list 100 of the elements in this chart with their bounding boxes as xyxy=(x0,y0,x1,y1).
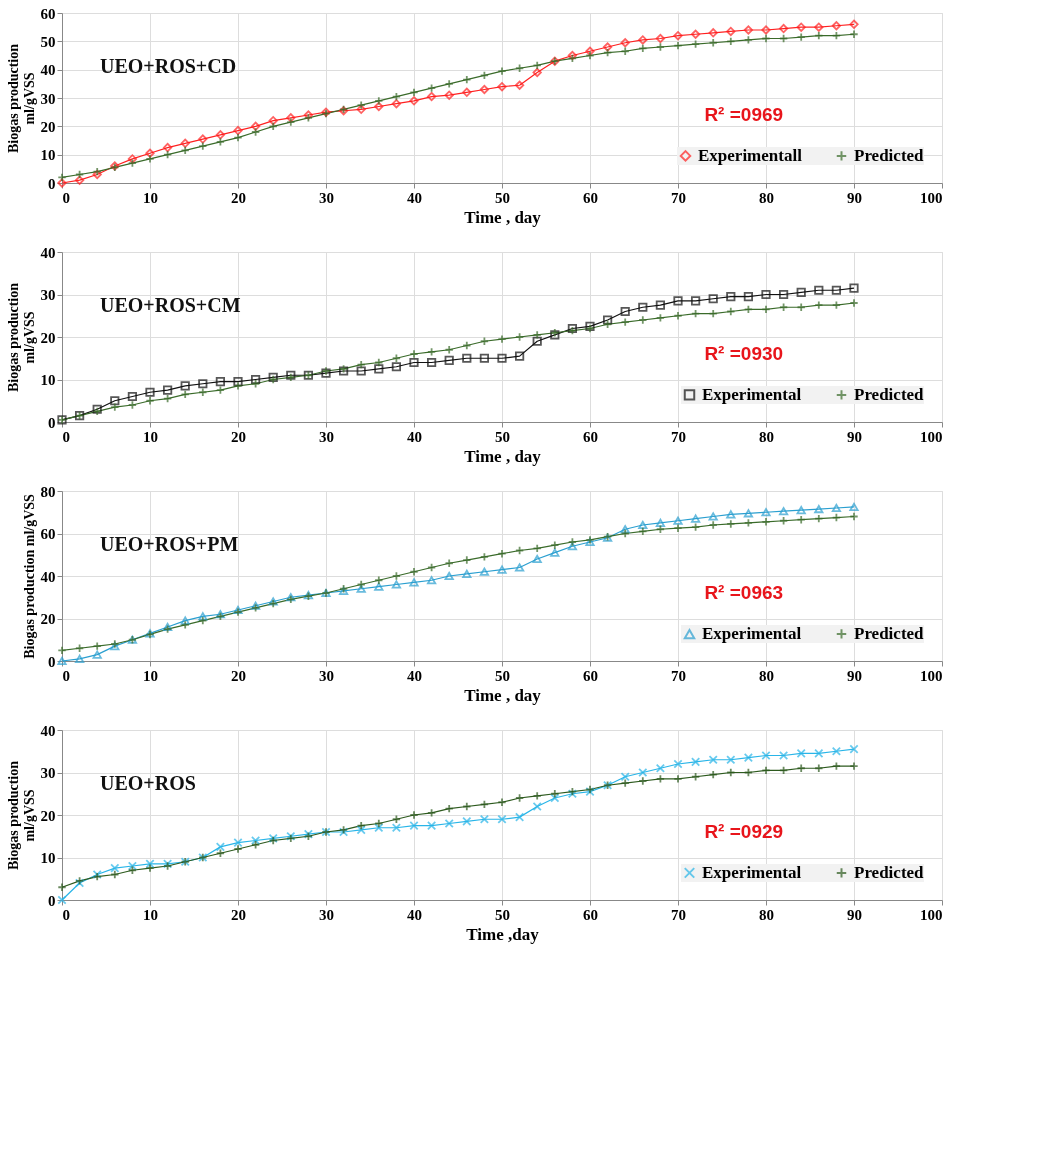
point xyxy=(814,31,824,41)
point xyxy=(250,835,261,846)
x-tick-label: 20 xyxy=(231,906,246,923)
point xyxy=(479,353,490,363)
x-tick-label: 30 xyxy=(319,667,334,684)
x-tick-label: 0 xyxy=(62,667,70,684)
point xyxy=(233,838,243,848)
point xyxy=(462,353,472,363)
point xyxy=(127,861,138,871)
x-tick-label: 100 xyxy=(920,428,943,445)
point xyxy=(514,563,525,572)
point xyxy=(110,396,120,406)
point xyxy=(743,509,754,518)
x-tick-label: 100 xyxy=(920,667,943,684)
point xyxy=(391,362,402,372)
point xyxy=(92,641,102,651)
point xyxy=(673,759,683,769)
y-tick-label: 40 xyxy=(40,568,56,585)
y-tick-label: 10 xyxy=(40,372,56,388)
legend-label: Predicted xyxy=(854,623,925,643)
x-tick-label: 20 xyxy=(231,667,246,684)
point xyxy=(638,315,648,325)
point xyxy=(233,125,243,136)
point xyxy=(814,748,824,758)
x-tick-label: 50 xyxy=(495,189,510,206)
y-axis-title: Biogas production ml/gVSS xyxy=(21,493,37,659)
y-tick-label: 20 xyxy=(40,118,56,135)
point xyxy=(462,569,472,578)
x-axis-title: Time , day xyxy=(464,207,542,227)
point xyxy=(831,285,842,295)
point xyxy=(250,374,261,385)
point xyxy=(215,377,226,387)
point xyxy=(743,25,754,35)
x-tick-label: 90 xyxy=(847,906,862,923)
point xyxy=(532,67,542,78)
y-tick-label: 60 xyxy=(40,526,56,542)
point xyxy=(127,391,138,402)
point xyxy=(796,515,806,525)
point xyxy=(726,519,736,529)
x-tick-label: 40 xyxy=(407,189,422,206)
point xyxy=(690,757,701,767)
point xyxy=(726,36,736,46)
point xyxy=(761,25,771,35)
point xyxy=(550,548,560,557)
y-tick-label: 60 xyxy=(40,5,56,22)
y-tick-label: 30 xyxy=(40,287,56,303)
point xyxy=(550,789,560,799)
point xyxy=(673,311,683,321)
point xyxy=(550,540,560,550)
point xyxy=(444,558,454,568)
point xyxy=(761,750,771,761)
point xyxy=(145,387,155,397)
point xyxy=(444,79,454,89)
x-tick-label: 50 xyxy=(495,428,510,445)
point xyxy=(215,130,226,140)
point xyxy=(479,567,490,576)
point xyxy=(796,748,806,758)
x-tick-label: 100 xyxy=(920,906,943,923)
point xyxy=(356,104,366,114)
legend-label: Predicted xyxy=(854,384,925,404)
y-axis-title: Biogas production ml/gVSS xyxy=(5,43,37,154)
legend-label: Experimentall xyxy=(698,145,803,165)
point xyxy=(198,141,208,151)
x-tick-label: 10 xyxy=(143,189,158,206)
point xyxy=(479,84,490,95)
x-tick-label: 0 xyxy=(62,906,70,923)
point xyxy=(620,306,630,317)
point xyxy=(620,317,630,327)
legend-label: Experimental xyxy=(702,384,802,404)
point xyxy=(708,520,718,530)
x-tick-label: 60 xyxy=(583,667,598,684)
point xyxy=(708,38,718,48)
y-tick-label: 40 xyxy=(40,62,56,79)
x-tick-label: 80 xyxy=(759,428,774,445)
point xyxy=(462,816,472,826)
point xyxy=(180,616,190,625)
y-tick-label: 10 xyxy=(40,147,56,164)
annotation: R² =0963 xyxy=(704,582,784,603)
y-tick-label: 30 xyxy=(40,90,56,107)
point xyxy=(92,650,102,659)
x-tick-label: 0 xyxy=(62,428,70,445)
point xyxy=(602,315,613,325)
x-axis-title: Time , day xyxy=(464,446,542,466)
point xyxy=(849,744,859,754)
x-tick-label: 30 xyxy=(319,189,334,206)
x-tick-label: 90 xyxy=(847,428,862,445)
annotation: UEO+ROS+PM xyxy=(100,533,239,556)
point xyxy=(162,385,173,395)
point xyxy=(585,46,595,56)
point xyxy=(796,22,806,32)
point xyxy=(145,396,155,406)
point xyxy=(444,355,454,365)
point xyxy=(814,300,824,310)
x-tick-label: 80 xyxy=(759,189,774,206)
x-tick-label: 70 xyxy=(671,428,686,445)
x-tick-label: 0 xyxy=(62,189,70,206)
x-tick-label: 70 xyxy=(671,189,686,206)
point xyxy=(761,508,771,517)
point xyxy=(356,584,366,593)
point xyxy=(145,154,155,164)
